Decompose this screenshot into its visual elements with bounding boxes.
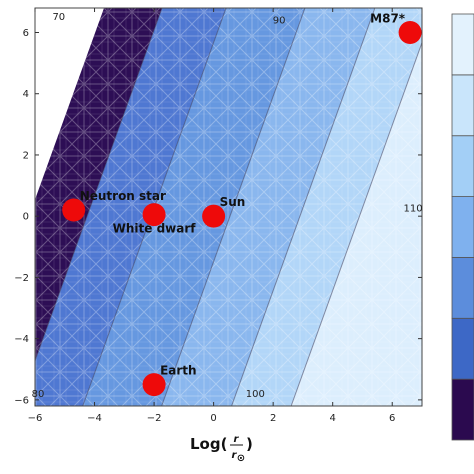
y-tick-label: 2 [23, 150, 29, 161]
colorbar [451, 13, 474, 441]
data-point-label: Sun [220, 195, 246, 209]
contour-label: 70 [52, 12, 65, 23]
data-point-label: Neutron star [80, 189, 166, 203]
axis-ticks: −6 −4 −2 0 2 4 6 −6 −4 −2 0 2 4 6 [14, 8, 422, 424]
y-tick-label: −4 [14, 334, 29, 345]
x-axis-label-numerator: r [234, 434, 240, 445]
data-point [202, 204, 226, 228]
y-tick-label: 0 [23, 212, 29, 223]
x-tick-label: 2 [270, 413, 276, 424]
y-tick-label: 6 [23, 28, 29, 39]
contour-label: 110 [404, 204, 423, 215]
contour-label: 100 [246, 389, 265, 400]
x-tick-label: −4 [87, 413, 102, 424]
colorbar-segment [451, 378, 474, 441]
x-axis-label-prefix: Log( [190, 435, 227, 453]
data-point [142, 203, 166, 227]
x-tick-label: −6 [28, 413, 43, 424]
colorbar-segment [451, 196, 474, 258]
plot-area [35, 8, 422, 406]
x-axis-label: Log( r r ⊙ ) [190, 434, 253, 464]
x-axis-label-denominator: r [232, 450, 238, 461]
data-point-label: White dwarf [113, 222, 197, 236]
y-tick-label: 4 [23, 89, 29, 100]
data-point [62, 198, 86, 222]
y-tick-label: −2 [14, 273, 29, 284]
colorbar-segment [451, 13, 474, 76]
contour-line [161, 8, 306, 406]
data-points: Neutron star White dwarf Sun Earth M87* [62, 11, 422, 397]
plot-frame [34, 7, 423, 407]
x-axis-label-subscript: ⊙ [237, 453, 245, 464]
x-axis-label-suffix: ) [246, 435, 253, 453]
x-tick-label: 0 [210, 413, 216, 424]
colorbar-segment [451, 135, 474, 197]
x-tick-label: 4 [330, 413, 336, 424]
data-point-label: M87* [370, 11, 406, 25]
data-point [142, 373, 166, 397]
colorbar-segment [451, 317, 474, 380]
contour-line [290, 41, 422, 406]
y-tick-label: −6 [14, 395, 29, 406]
x-tick-label: 6 [389, 413, 395, 424]
contour-line [35, 8, 163, 363]
colorbar-segment [451, 74, 474, 137]
data-point-label: Earth [160, 364, 197, 378]
colorbar-segment [451, 257, 474, 319]
contour-line [231, 8, 376, 406]
data-point [398, 20, 422, 44]
contour-label: 80 [32, 389, 45, 400]
x-tick-label: −2 [147, 413, 162, 424]
contour-labels: 70 80 90 100 110 [32, 12, 423, 400]
contour-label: 90 [273, 15, 286, 26]
mesh-overlay [35, 8, 422, 406]
